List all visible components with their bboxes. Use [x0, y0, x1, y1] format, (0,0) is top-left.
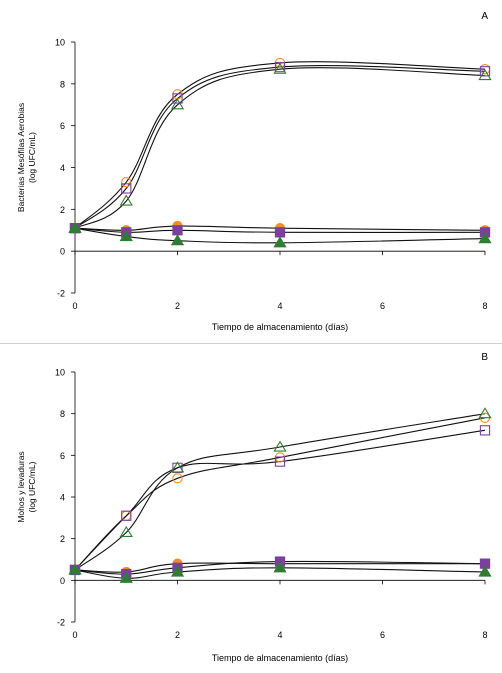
series-line-triangle-open — [74, 67, 486, 229]
data-point-triangle-filled-3 — [273, 236, 287, 248]
y-tick-label: 4 — [60, 163, 65, 173]
panel-label: B — [481, 352, 488, 363]
x-tick-label: 6 — [380, 630, 385, 640]
x-tick-label: 2 — [175, 301, 180, 311]
series-line-circle-open — [74, 61, 486, 229]
data-point-square-open-4 — [479, 66, 491, 77]
series-line-square-open — [74, 429, 486, 571]
data-point-triangle-open-2 — [170, 461, 185, 473]
y-tick-label: -2 — [57, 618, 65, 628]
x-axis-title: Tiempo de almacenamiento (días) — [212, 653, 348, 663]
y-axis-title: Mohos y levaduras — [16, 451, 26, 522]
x-tick-label: 2 — [175, 630, 180, 640]
data-point-triangle-open-2 — [170, 98, 185, 110]
data-point-circle-open-2 — [172, 473, 183, 484]
data-point-triangle-open-4 — [478, 407, 492, 419]
data-point-triangle-filled-1 — [119, 230, 133, 242]
data-point-triangle-open-1 — [119, 194, 133, 206]
data-point-triangle-open-3 — [273, 62, 287, 74]
y-tick-label: 0 — [60, 247, 65, 257]
data-point-triangle-filled-3 — [273, 561, 287, 573]
data-point-triangle-filled-1 — [119, 571, 133, 583]
data-point-square-open-3 — [274, 61, 286, 73]
y-tick-label: 2 — [60, 205, 65, 215]
data-point-triangle-open-3 — [273, 440, 287, 452]
data-point-triangle-filled-0 — [68, 563, 82, 575]
series-line-triangle-open — [74, 413, 486, 571]
y-tick-label: 6 — [60, 121, 65, 131]
data-point-triangle-filled-4 — [478, 565, 492, 577]
y-axis-title: Bacterias Mesófilas Aerobias — [16, 103, 26, 212]
chart-panel-b: B -2 0 2 4 6 8 10 0 2 4 6 8 Tiempo de almacenamiento … — [16, 352, 492, 663]
data-point-square-open-2 — [172, 93, 183, 104]
y-tick-label: 0 — [60, 576, 65, 586]
y-tick-label: 4 — [60, 493, 65, 503]
x-tick-label: 4 — [277, 301, 282, 311]
panel-label: A — [481, 11, 488, 22]
data-point-square-open-3 — [274, 456, 286, 467]
y-axis-title: (log UFC/mL) — [27, 461, 37, 512]
x-tick-label: 8 — [482, 301, 487, 311]
data-point-square-open-1 — [121, 510, 132, 521]
x-axis-title: Tiempo de almacenamiento (días) — [212, 322, 348, 332]
data-point-circle-open-1 — [121, 176, 132, 188]
chart-panel-a: A -2 0 2 4 6 8 10 0 2 4 6 8 Tiempo de almacenamiento … — [16, 11, 492, 332]
data-point-square-open-4 — [479, 425, 491, 436]
x-tick-label: 4 — [277, 630, 282, 640]
y-tick-label: 10 — [55, 368, 65, 378]
series-line-square-open — [74, 65, 486, 229]
data-point-triangle-open-1 — [119, 525, 133, 538]
x-tick-label: 6 — [380, 301, 385, 311]
y-tick-label: 2 — [60, 534, 65, 544]
x-tick-label: 8 — [482, 630, 487, 640]
data-point-triangle-open-4 — [478, 68, 492, 81]
data-point-triangle-filled-0 — [68, 221, 82, 233]
x-tick-label: 0 — [72, 630, 77, 640]
data-point-square-filled-3 — [274, 227, 286, 238]
y-tick-label: 10 — [55, 38, 65, 48]
y-tick-label: 8 — [60, 79, 65, 89]
y-tick-label: 6 — [60, 451, 65, 461]
x-tick-label: 0 — [72, 301, 77, 311]
data-point-square-open-1 — [121, 183, 132, 194]
y-tick-label: 8 — [60, 409, 65, 419]
data-point-triangle-filled-4 — [478, 232, 492, 244]
y-axis-title: (log UFC/mL) — [27, 132, 37, 183]
panel-divider — [0, 343, 502, 344]
data-point-triangle-filled-2 — [170, 234, 185, 246]
y-tick-label: -2 — [57, 289, 65, 299]
data-point-square-filled-2 — [172, 225, 183, 236]
data-point-triangle-filled-2 — [170, 565, 185, 577]
